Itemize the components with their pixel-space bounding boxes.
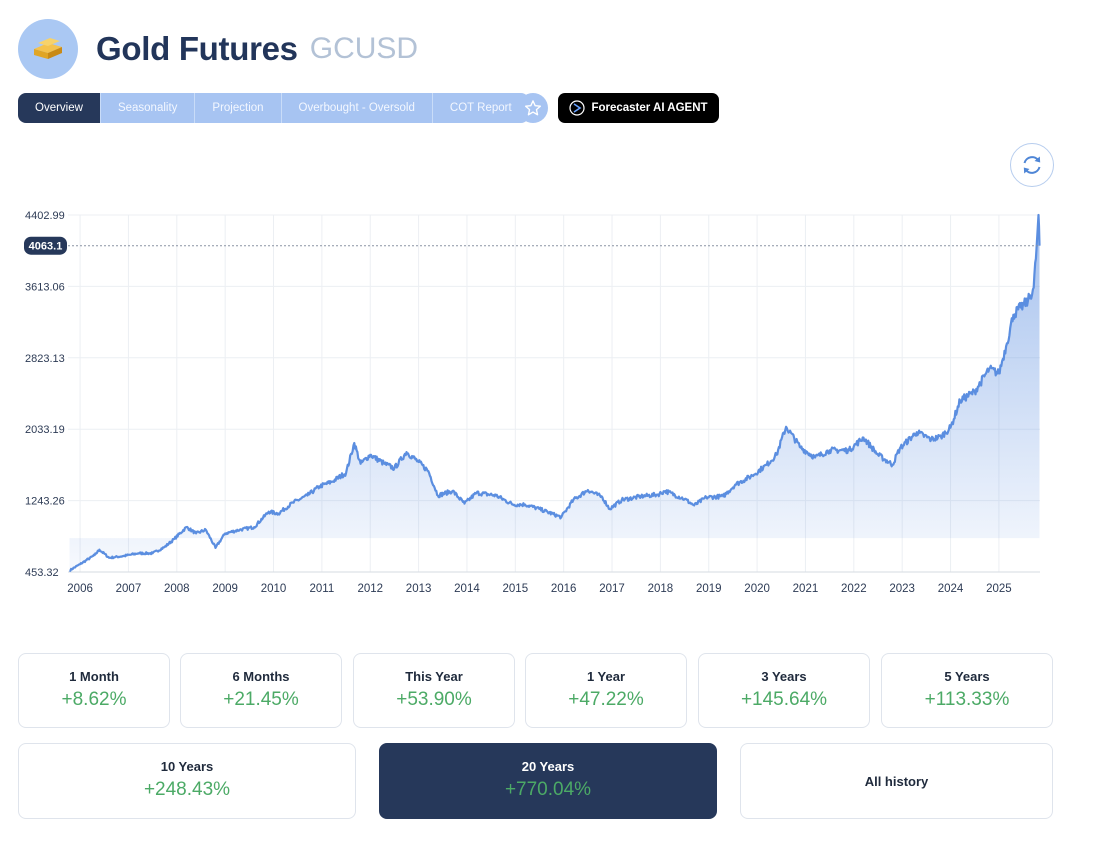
ticker-symbol: GCUSD [309,32,419,65]
tab-cot-report[interactable]: COT Report [432,93,529,123]
x-tick-label: 2007 [116,583,142,595]
x-tick-label: 2015 [503,583,529,595]
stat-card-1-year[interactable]: 1 Year +47.22% [525,653,687,728]
x-tick-label: 2006 [67,583,93,595]
price-line [69,213,1041,572]
stat-card-6-months[interactable]: 6 Months +21.45% [180,653,342,728]
stat-card-5-years[interactable]: 5 Years +113.33% [881,653,1053,728]
x-tick-label: 2022 [841,583,867,595]
price-chart: 4402.99 3613.06 2823.13 2033.19 1243.26 453.3… [24,210,1041,595]
stat-card-this-year[interactable]: This Year +53.90% [353,653,515,728]
y-tick-label: 453.32 [25,567,59,579]
ai-agent-icon [569,100,586,116]
y-axis: 4402.99 3613.06 2823.13 2033.19 1243.26 453.3… [25,210,65,579]
stat-label: 1 Year [586,669,626,684]
tab-bar: Overview Seasonality Projection Overboug… [18,93,529,123]
x-tick-label: 2014 [454,583,480,595]
stat-card-1-month[interactable]: 1 Month +8.62% [18,653,170,728]
y-tick-label: 2033.19 [25,424,65,436]
x-tick-label: 2013 [406,583,432,595]
stat-value: +47.22% [568,689,644,710]
stat-value: +8.62% [61,689,127,710]
x-tick-label: 2024 [938,583,964,595]
star-icon [524,100,542,116]
stat-label: 20 Years [521,759,575,774]
stat-label: 5 Years [944,669,990,684]
tab-projection[interactable]: Projection [195,93,282,123]
y-tick-label: 2823.13 [25,353,65,365]
page-header: Gold Futures GCUSD [18,18,418,80]
stat-card-20-years[interactable]: 20 Years +770.04% [379,743,717,819]
refresh-button[interactable] [1010,143,1054,187]
x-tick-label: 2008 [164,583,190,595]
current-price-label: 4063.1 [29,241,63,253]
tab-overview[interactable]: Overview [18,93,101,123]
refresh-icon [1023,156,1041,174]
stat-label: This Year [405,669,463,684]
stat-label: 10 Years [160,759,214,774]
stat-value: +21.45% [223,689,299,710]
stat-label: 1 Month [69,669,119,684]
x-tick-label: 2019 [696,583,722,595]
gold-bar-icon [18,19,78,79]
x-tick-label: 2016 [551,583,577,595]
x-tick-label: 2018 [648,583,674,595]
x-tick-label: 2011 [310,583,335,595]
forecaster-ai-agent-button[interactable]: Forecaster AI AGENT [558,93,719,123]
ai-agent-label: Forecaster AI AGENT [591,102,708,114]
x-tick-label: 2009 [212,583,238,595]
stat-value: +770.04% [504,779,592,800]
x-tick-label: 2012 [357,583,383,595]
stat-card-3-years[interactable]: 3 Years +145.64% [698,653,870,728]
current-price-badge: 4063.1 [24,236,67,255]
stat-label: 6 Months [232,669,290,684]
favorite-button[interactable] [518,93,548,123]
x-tick-label: 2025 [986,583,1012,595]
stat-value: +145.64% [740,689,828,710]
y-tick-label: 3613.06 [25,281,65,293]
y-tick-label: 4402.99 [25,210,65,222]
price-area [69,215,1040,571]
x-tick-label: 2010 [261,583,287,595]
stat-label: All history [864,774,929,789]
tab-overbought-oversold[interactable]: Overbought - Oversold [281,93,433,123]
stat-card-all-history[interactable]: All history [740,743,1053,819]
tab-seasonality[interactable]: Seasonality [100,93,196,123]
x-axis: 2006 2007 2008 2009 2010 2011 2012 2013 2014 2015… [67,571,1040,595]
y-tick-label: 1243.26 [25,496,65,508]
x-tick-label: 2017 [599,583,625,595]
stat-value: +53.90% [396,689,472,710]
stat-value: +248.43% [143,779,231,800]
x-tick-label: 2020 [744,583,770,595]
page-title: Gold Futures [96,30,298,67]
stat-card-10-years[interactable]: 10 Years +248.43% [18,743,356,819]
stat-value: +113.33% [924,689,1010,710]
x-tick-label: 2023 [889,583,915,595]
x-tick-label: 2021 [793,583,819,595]
stat-label: 3 Years [761,669,807,684]
